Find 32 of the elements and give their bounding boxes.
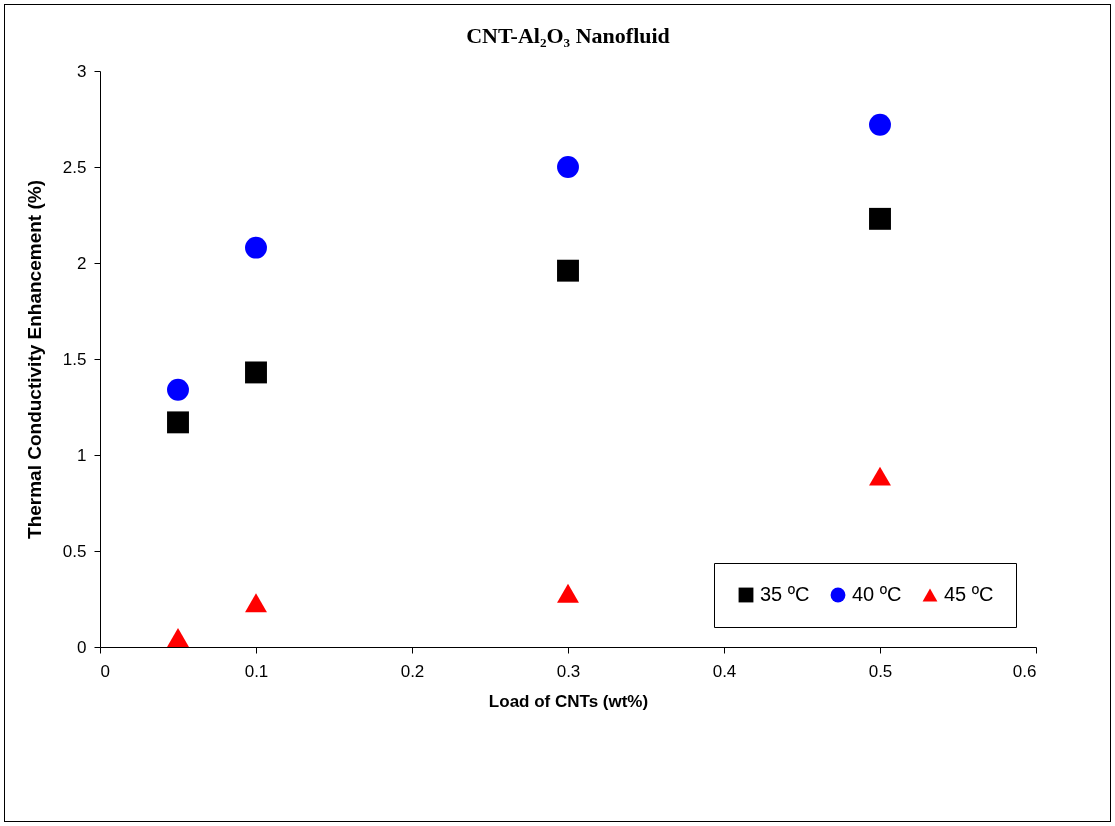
point <box>245 593 267 613</box>
y-tick-label: 1 <box>77 445 87 465</box>
x-tick-label: 0.5 <box>868 661 893 681</box>
x-tick-label: 0.4 <box>712 661 737 681</box>
x-tick-label: 0 <box>100 661 110 681</box>
y-tick-label: 2.5 <box>62 157 87 177</box>
x-tick-label: 0.3 <box>556 661 581 681</box>
y-tick-label: 3 <box>77 61 87 81</box>
x-tick-label: 0.1 <box>244 661 269 681</box>
point <box>167 627 189 647</box>
point <box>557 583 579 603</box>
point <box>245 236 267 259</box>
point <box>869 466 891 486</box>
y-tick-label: 2 <box>77 253 87 273</box>
point <box>869 113 891 136</box>
y-tick-label: 0.5 <box>62 541 87 561</box>
point <box>557 259 579 282</box>
x-tick-label: 0.2 <box>400 661 425 681</box>
y-tick-label: 0 <box>77 637 87 657</box>
point <box>167 411 189 434</box>
point <box>245 361 267 384</box>
legend-label: 35 ºC <box>760 583 810 605</box>
point <box>167 378 189 401</box>
y-tick-label: 1.5 <box>62 349 87 369</box>
point <box>869 207 891 230</box>
chart-title: CNT-Al₂O₃ Nanofluid <box>466 23 670 48</box>
x-axis-title: Load of CNTs (wt%) <box>488 691 649 711</box>
x-tick-label: 0.6 <box>1012 661 1037 681</box>
y-axis-title: Thermal Conductivity Enhancement (%) <box>23 180 45 539</box>
legend-label: 40 ºC <box>852 583 902 605</box>
point <box>557 156 579 178</box>
legend-label: 45 ºC <box>944 583 994 605</box>
